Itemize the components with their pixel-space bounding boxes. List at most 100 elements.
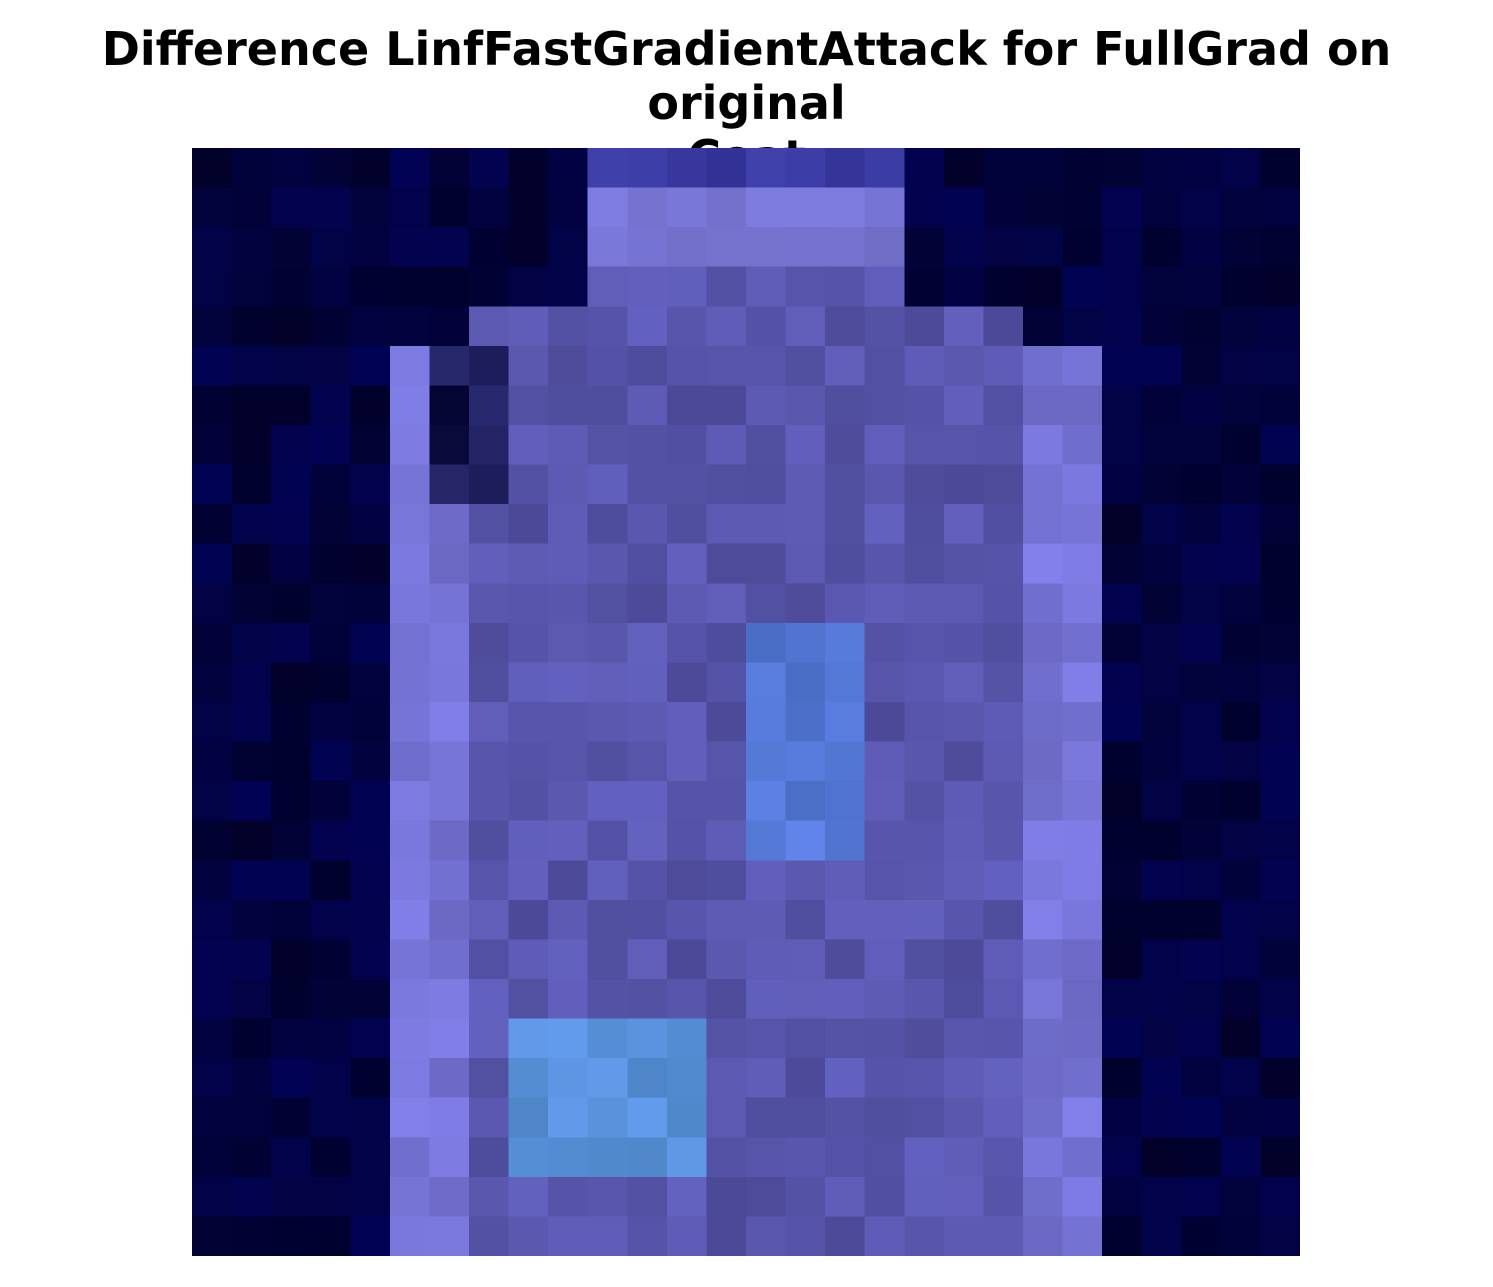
heatmap-pixel	[1062, 741, 1103, 782]
heatmap-pixel	[389, 979, 431, 1020]
heatmap-pixel	[508, 622, 549, 664]
heatmap-pixel	[1220, 464, 1262, 505]
heatmap-pixel	[192, 820, 233, 862]
heatmap-pixel	[1141, 504, 1183, 545]
heatmap-pixel	[1102, 227, 1143, 268]
heatmap-pixel	[864, 464, 906, 505]
heatmap-pixel	[983, 1018, 1024, 1059]
heatmap-pixel	[1141, 385, 1183, 426]
heatmap-pixel	[1062, 464, 1103, 505]
heatmap-pixel	[350, 1018, 391, 1059]
heatmap-pixel	[706, 939, 747, 980]
heatmap-pixel	[666, 385, 708, 426]
heatmap-pixel	[1062, 306, 1103, 347]
heatmap-pixel	[1062, 543, 1103, 585]
heatmap-pixel	[1141, 622, 1183, 664]
heatmap-pixel	[1062, 1137, 1103, 1178]
heatmap-pixel	[350, 1097, 391, 1139]
heatmap-pixel	[508, 227, 549, 268]
heatmap-pixel	[350, 1137, 391, 1178]
heatmap-pixel	[350, 543, 391, 585]
heatmap-pixel	[1181, 1176, 1222, 1218]
heatmap-pixel	[825, 345, 866, 387]
heatmap-pixel	[943, 464, 985, 505]
heatmap-pixel	[864, 306, 906, 347]
heatmap-pixel	[1260, 148, 1300, 189]
heatmap-pixel	[706, 1176, 747, 1218]
heatmap-pixel	[1260, 899, 1300, 941]
heatmap-pixel	[904, 1058, 945, 1099]
heatmap-pixel	[429, 1137, 470, 1178]
heatmap-pixel	[706, 741, 747, 782]
heatmap-pixel	[627, 385, 668, 426]
heatmap-pixel	[389, 504, 431, 545]
heatmap-pixel	[1062, 1058, 1103, 1099]
heatmap-pixel	[666, 1018, 708, 1059]
heatmap-pixel	[469, 464, 510, 505]
heatmap-pixel	[1102, 662, 1143, 703]
heatmap-pixel	[983, 899, 1024, 941]
heatmap-pixel	[548, 306, 589, 347]
heatmap-pixel	[864, 939, 906, 980]
heatmap-pixel	[1023, 543, 1064, 585]
heatmap-pixel	[1220, 899, 1262, 941]
heatmap-pixel	[587, 860, 629, 901]
heatmap-pixel	[469, 1137, 510, 1178]
heatmap-pixel	[469, 306, 510, 347]
heatmap-pixel	[587, 781, 629, 822]
heatmap-pixel	[429, 860, 470, 901]
heatmap-pixel	[904, 425, 945, 466]
heatmap-pixel	[429, 187, 470, 228]
heatmap-pixel	[983, 187, 1024, 228]
heatmap-pixel	[548, 1176, 589, 1218]
heatmap-pixel	[627, 1176, 668, 1218]
heatmap-pixel	[627, 1058, 668, 1099]
heatmap-pixel	[192, 266, 233, 308]
heatmap-pixel	[1062, 1097, 1103, 1139]
heatmap-pixel	[983, 820, 1024, 862]
heatmap-pixel	[983, 781, 1024, 822]
heatmap-pixel	[746, 1058, 787, 1099]
heatmap-pixel	[350, 979, 391, 1020]
heatmap-pixel	[627, 899, 668, 941]
heatmap-pixel	[864, 425, 906, 466]
heatmap-pixel	[1023, 227, 1064, 268]
heatmap-pixel	[231, 939, 272, 980]
heatmap-pixel	[469, 939, 510, 980]
heatmap-pixel	[983, 385, 1024, 426]
heatmap-pixel	[1220, 148, 1262, 189]
heatmap-pixel	[706, 622, 747, 664]
heatmap-pixel	[192, 543, 233, 585]
heatmap-pixel	[231, 385, 272, 426]
heatmap-pixel	[548, 583, 589, 624]
heatmap-pixel	[271, 1176, 312, 1218]
heatmap-pixel	[785, 622, 826, 664]
heatmap-pixel	[1220, 187, 1262, 228]
heatmap-pixel	[943, 385, 985, 426]
heatmap-pixel	[1102, 1176, 1143, 1218]
heatmap-pixel	[429, 1216, 470, 1256]
heatmap-pixel	[192, 425, 233, 466]
heatmap-pixel	[548, 1216, 589, 1256]
heatmap-pixel	[508, 464, 549, 505]
heatmap-pixel	[389, 1137, 431, 1178]
heatmap-pixel	[825, 1097, 866, 1139]
heatmap-pixel	[1023, 1018, 1064, 1059]
heatmap-pixel	[666, 227, 708, 268]
heatmap-pixel	[666, 148, 708, 189]
heatmap-pixel	[389, 702, 431, 743]
heatmap-pixel	[1260, 266, 1300, 308]
heatmap-pixel	[429, 1176, 470, 1218]
heatmap-pixel	[469, 543, 510, 585]
heatmap-pixel	[429, 741, 470, 782]
heatmap-pixel	[904, 227, 945, 268]
heatmap-pixel	[389, 464, 431, 505]
heatmap-pixel	[429, 781, 470, 822]
heatmap-pixel	[271, 583, 312, 624]
heatmap-pixel	[785, 187, 826, 228]
heatmap-pixel	[310, 464, 352, 505]
heatmap-pixel	[350, 702, 391, 743]
heatmap-pixel	[310, 662, 352, 703]
heatmap-pixel	[587, 820, 629, 862]
heatmap-pixel	[666, 860, 708, 901]
